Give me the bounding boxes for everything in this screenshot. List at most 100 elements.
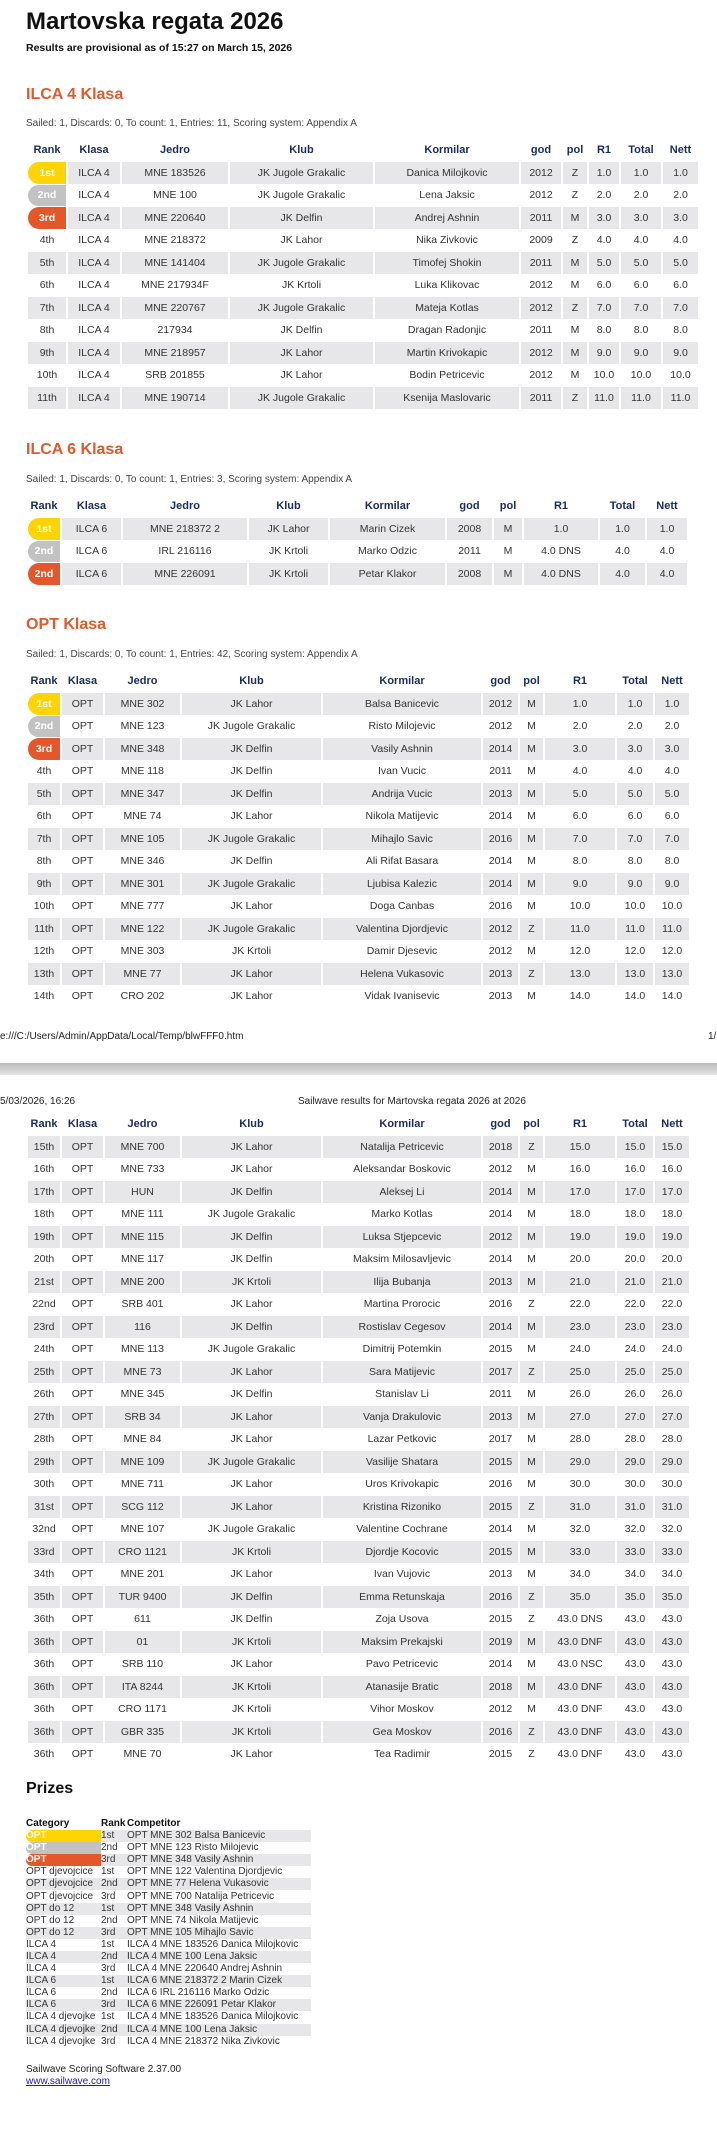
table-row: 18th OPT MNE 111 JK Jugole Grakalic Marko Ko… — [28, 1204, 689, 1226]
cell-nett: 29.0 — [655, 1451, 689, 1473]
cell-klub: JK Lahor — [280, 369, 323, 382]
cell-nett: 35.0 — [655, 1586, 689, 1608]
cell-total: 27.0 — [617, 1406, 653, 1428]
cell-rank: 15th — [28, 1136, 60, 1158]
col-header-rank: Rank — [30, 1118, 58, 1130]
cell-klasa: OPT — [62, 738, 103, 760]
provisional-note: Results are provisional as of 15:27 on M… — [26, 42, 293, 54]
cell-pol: M — [563, 252, 587, 274]
cell-god: 2014 — [488, 1658, 513, 1671]
cell-klasa: ILCA 4 — [68, 162, 120, 184]
col-header-kormilar: Kormilar — [379, 1118, 425, 1130]
cell-klasa: OPT — [71, 1163, 94, 1176]
cell-jedro: MNE 109 — [105, 1451, 180, 1473]
cell-total: 5.0 — [617, 783, 653, 805]
cell-pol: M — [520, 693, 543, 715]
cell-god: 2014 — [488, 810, 513, 823]
cell-pol: M — [520, 1316, 543, 1338]
cell-pol: Z — [571, 234, 579, 247]
cell-klub: JK Krtoli — [231, 945, 272, 958]
cell-rank: 11th — [28, 918, 60, 940]
table-row: 9th ILCA 4 MNE 218957 JK Lahor Martin Krivok… — [28, 342, 698, 364]
cell-klasa: ILCA 4 — [68, 297, 120, 319]
prize-rank: 2nd — [101, 1914, 118, 1926]
cell-kormilar: Aleksej Li — [323, 1181, 481, 1203]
cell-total: 11.0 — [621, 387, 661, 409]
cell-jedro: SRB 401 — [121, 1298, 164, 1311]
cell-rank: 27th — [28, 1406, 60, 1428]
table-row: 30th OPT MNE 711 JK Lahor Uros Krivokapic 201… — [28, 1474, 689, 1496]
col-header-klasa: Klasa — [67, 675, 98, 687]
cell-jedro: CRO 1171 — [118, 1703, 167, 1716]
table-row: 4th ILCA 4 MNE 218372 JK Lahor Nika Zivkovic… — [28, 230, 698, 252]
cell-pol: M — [527, 1478, 536, 1491]
cell-kormilar: Maksim Prekajski — [323, 1631, 481, 1653]
prizes-col-competitor: Competitor — [127, 1818, 181, 1829]
cell-god: 2012 — [483, 1226, 518, 1248]
cell-rank: 2nd — [28, 184, 66, 206]
cell-god: 2015 — [488, 1613, 513, 1626]
cell-god: 2014 — [488, 1208, 513, 1221]
cell-rank: 36th — [33, 1613, 55, 1626]
table-row: 21st OPT MNE 200 JK Krtoli Ilija Bubanja 2013… — [28, 1271, 689, 1293]
prize-row: OPT djevojcice 1st OPT MNE 122 Valentina D… — [26, 1866, 311, 1878]
cell-total: 26.0 — [624, 1388, 646, 1401]
table-row: 5th ILCA 4 MNE 141404 JK Jugole Grakalic Tim… — [28, 252, 698, 274]
col-header-kormilar: Kormilar — [379, 675, 425, 687]
cell-god: 2018 — [483, 1676, 518, 1698]
cell-klub: JK Lahor — [249, 518, 328, 540]
cell-god: 2014 — [483, 1181, 518, 1203]
prize-rank: 3rd — [101, 1926, 127, 1939]
cell-rank: 31st — [28, 1496, 60, 1518]
cell-kormilar: Dragan Radonjic — [407, 324, 487, 337]
cell-nett: 24.0 — [661, 1343, 683, 1356]
cell-r1: 43.0 DNF — [545, 1631, 615, 1653]
prize-row: ILCA 6 3rd ILCA 6 MNE 226091 Petar Klakor — [26, 1999, 311, 2012]
cell-pol: Z — [520, 1361, 543, 1383]
col-header-pol: pol — [523, 675, 540, 687]
cell-god: 2019 — [483, 1631, 518, 1653]
table-row: 36th OPT ITA 8244 JK Krtoli Atanasije Bratic… — [28, 1676, 689, 1698]
cell-jedro: MNE 218372 — [144, 234, 206, 247]
cell-klasa: OPT — [71, 1748, 94, 1761]
col-header-god: god — [490, 675, 511, 687]
cell-klasa: OPT — [71, 1208, 94, 1221]
cell-kormilar: Bodin Petricevic — [409, 369, 485, 382]
prize-rank: 3rd — [101, 2035, 116, 2047]
cell-r1: 15.0 — [545, 1136, 615, 1158]
cell-pol: M — [494, 518, 522, 540]
cell-klasa: ILCA 4 — [78, 324, 110, 337]
cell-jedro: MNE 200 — [105, 1271, 180, 1293]
cell-jedro: MNE 777 — [120, 900, 165, 913]
table-row: 29th OPT MNE 109 JK Jugole Grakalic Vasilije… — [28, 1451, 689, 1473]
cell-pol: M — [527, 810, 536, 823]
cell-kormilar: Nika Zivkovic — [416, 234, 478, 247]
cell-jedro: MNE 301 — [105, 873, 180, 895]
cell-klasa: OPT — [62, 1496, 103, 1518]
cell-nett: 1.0 — [663, 162, 698, 184]
prize-category: ILCA 6 — [26, 1999, 101, 2012]
cell-pol: Z — [563, 297, 587, 319]
cell-god: 2013 — [483, 783, 518, 805]
prize-competitor: ILCA 4 MNE 183526 Danica Milojkovic — [127, 1938, 299, 1950]
cell-pol: M — [527, 1253, 536, 1266]
cell-klub: JK Krtoli — [249, 563, 328, 585]
cell-rank: 1st — [28, 162, 66, 184]
prize-rank: 3rd — [101, 1890, 116, 1902]
col-header-nett: Nett — [661, 1118, 683, 1130]
col-header-r1: R1 — [572, 675, 588, 687]
cell-nett: 3.0 — [663, 207, 698, 229]
cell-total: 23.0 — [617, 1316, 653, 1338]
cell-total: 1.0 — [621, 162, 661, 184]
sailwave-link[interactable]: www.sailwave.com — [26, 2076, 110, 2087]
cell-jedro: GBR 335 — [105, 1721, 180, 1743]
cell-jedro: SRB 110 — [121, 1658, 164, 1671]
cell-klasa: OPT — [71, 1658, 94, 1671]
cell-klasa: OPT — [71, 900, 94, 913]
table-row: 10th OPT MNE 777 JK Lahor Doga Canbas 2016 M 10… — [28, 896, 689, 918]
cell-klub: JK Jugole Grakalic — [257, 189, 346, 202]
col-header-r1: R1 — [572, 1118, 588, 1130]
cell-klasa: OPT — [62, 828, 103, 850]
cell-god: 2013 — [483, 1271, 518, 1293]
prizes-table: Category Rank Competitor OPT 1st OPT MNE 3… — [26, 1817, 311, 2048]
